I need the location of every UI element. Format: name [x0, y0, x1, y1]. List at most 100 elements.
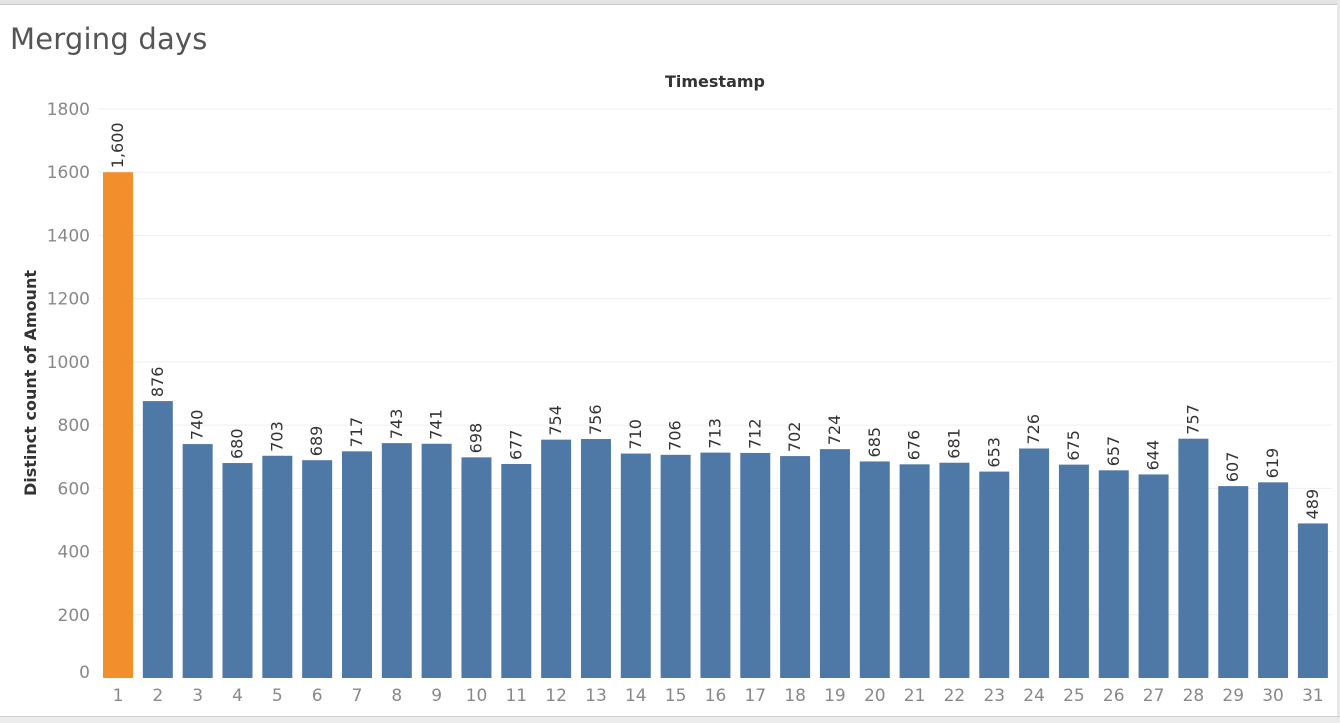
bar-value-label: 724: [825, 415, 844, 446]
bar-day-30[interactable]: [1258, 482, 1289, 678]
bar-value-label: 756: [586, 404, 605, 435]
bar-day-17[interactable]: [740, 452, 771, 678]
top-border: [0, 0, 1340, 5]
bar-value-label: 713: [705, 418, 724, 449]
bar-value-label: 703: [267, 421, 286, 452]
x-tick-label: 24: [1023, 686, 1045, 706]
bar-day-6[interactable]: [302, 460, 333, 678]
value-labels: 1,600 876 740 680 703 689 717 743 741 698 677 754 75…: [108, 122, 1322, 519]
y-tick-label: 1200: [47, 290, 90, 310]
bar-value-label: 675: [1064, 430, 1083, 461]
bar-day-12[interactable]: [541, 439, 572, 678]
bar-value-label: 681: [944, 428, 963, 459]
bar-value-label: 754: [546, 405, 565, 436]
bar-value-label: 653: [984, 437, 1003, 468]
x-tick-label: 11: [505, 686, 527, 706]
bottom-border: [0, 716, 1340, 723]
bar-day-29[interactable]: [1218, 486, 1249, 678]
bar-value-label: 717: [347, 417, 366, 448]
bar-value-label: 657: [1104, 436, 1123, 467]
bar-day-21[interactable]: [899, 464, 930, 678]
bar-day-3[interactable]: [182, 444, 213, 678]
bar-day-26[interactable]: [1098, 470, 1129, 678]
bar-day-22[interactable]: [939, 462, 970, 678]
bar-value-label: 685: [865, 427, 884, 458]
y-tick-label: 600: [58, 479, 90, 499]
bar-value-label: 743: [387, 409, 406, 440]
right-border: [1337, 0, 1340, 722]
bar-value-label: 710: [626, 419, 645, 450]
bar-day-18[interactable]: [780, 456, 811, 678]
x-tick-label: 9: [431, 686, 442, 706]
bar-value-label: 741: [427, 409, 446, 440]
bar-day-5[interactable]: [262, 455, 293, 678]
bar-day-8[interactable]: [381, 443, 412, 678]
bar-day-19[interactable]: [819, 449, 850, 678]
x-tick-label: 21: [904, 686, 926, 706]
x-tick-label: 14: [625, 686, 647, 706]
bar-value-label: 607: [1223, 452, 1242, 483]
y-tick-label: 400: [58, 543, 90, 563]
x-tick-label: 23: [983, 686, 1005, 706]
bar-day-23[interactable]: [979, 471, 1010, 678]
x-tick-label: 7: [352, 686, 363, 706]
bar-day-15[interactable]: [660, 454, 691, 678]
bar-day-14[interactable]: [620, 453, 651, 678]
bar-day-13[interactable]: [580, 439, 611, 678]
x-tick-label: 30: [1262, 686, 1284, 706]
x-tick-label: 18: [784, 686, 806, 706]
x-tick-label: 16: [705, 686, 727, 706]
bar-value-label: 644: [1144, 440, 1163, 471]
x-axis-ticks: 1 2 3 4 5 6 7 8 9 10 11 12 13 14 15 16 17 18 19 20 21 22 23 24 2…: [113, 686, 1324, 706]
x-tick-label: 17: [744, 686, 766, 706]
chart-title: Merging days: [10, 22, 208, 56]
x-tick-label: 15: [665, 686, 687, 706]
bar-day-31[interactable]: [1297, 523, 1328, 678]
bar-value-label: 726: [1024, 414, 1043, 445]
x-axis-title: Timestamp: [665, 72, 765, 91]
x-tick-label: 28: [1183, 686, 1205, 706]
bar-value-label: 702: [785, 422, 804, 453]
y-tick-label: 1800: [47, 100, 90, 120]
x-tick-label: 29: [1222, 686, 1244, 706]
bar-day-11[interactable]: [501, 463, 532, 678]
x-tick-label: 22: [944, 686, 966, 706]
bar-value-label: 489: [1303, 489, 1322, 520]
bar-value-label: 876: [148, 367, 167, 398]
y-tick-label: 0: [79, 663, 90, 683]
bar-day-27[interactable]: [1138, 474, 1169, 678]
bar-value-label: 740: [188, 410, 207, 441]
bar-value-label: 677: [506, 429, 525, 460]
x-tick-label: 8: [391, 686, 402, 706]
x-tick-label: 10: [466, 686, 488, 706]
bar-day-20[interactable]: [859, 461, 890, 678]
bar-value-label: 689: [307, 426, 326, 457]
bar-day-4[interactable]: [222, 463, 253, 678]
bar-day-9[interactable]: [421, 443, 452, 678]
bars: [103, 172, 1328, 679]
bar-value-label: 1,600: [108, 122, 127, 168]
x-tick-label: 25: [1063, 686, 1085, 706]
bar-value-label: 706: [666, 420, 685, 451]
x-tick-label: 1: [113, 686, 124, 706]
y-tick-label: 1400: [47, 226, 90, 246]
bar-day-7[interactable]: [341, 451, 372, 678]
bar-value-label: 676: [905, 430, 924, 461]
bar-day-25[interactable]: [1058, 464, 1089, 679]
x-tick-label: 4: [232, 686, 243, 706]
bar-value-label: 712: [745, 418, 764, 449]
x-tick-label: 20: [864, 686, 886, 706]
bar-day-1[interactable]: [103, 172, 133, 678]
x-tick-label: 6: [312, 686, 323, 706]
bar-day-28[interactable]: [1178, 438, 1209, 678]
bar-value-label: 757: [1183, 404, 1202, 435]
bar-day-16[interactable]: [700, 452, 731, 678]
x-tick-label: 19: [824, 686, 846, 706]
x-tick-label: 13: [585, 686, 607, 706]
bar-day-10[interactable]: [461, 457, 492, 678]
bar-day-24[interactable]: [1019, 448, 1050, 679]
bar-day-2[interactable]: [142, 401, 173, 678]
y-tick-label: 800: [58, 416, 90, 436]
